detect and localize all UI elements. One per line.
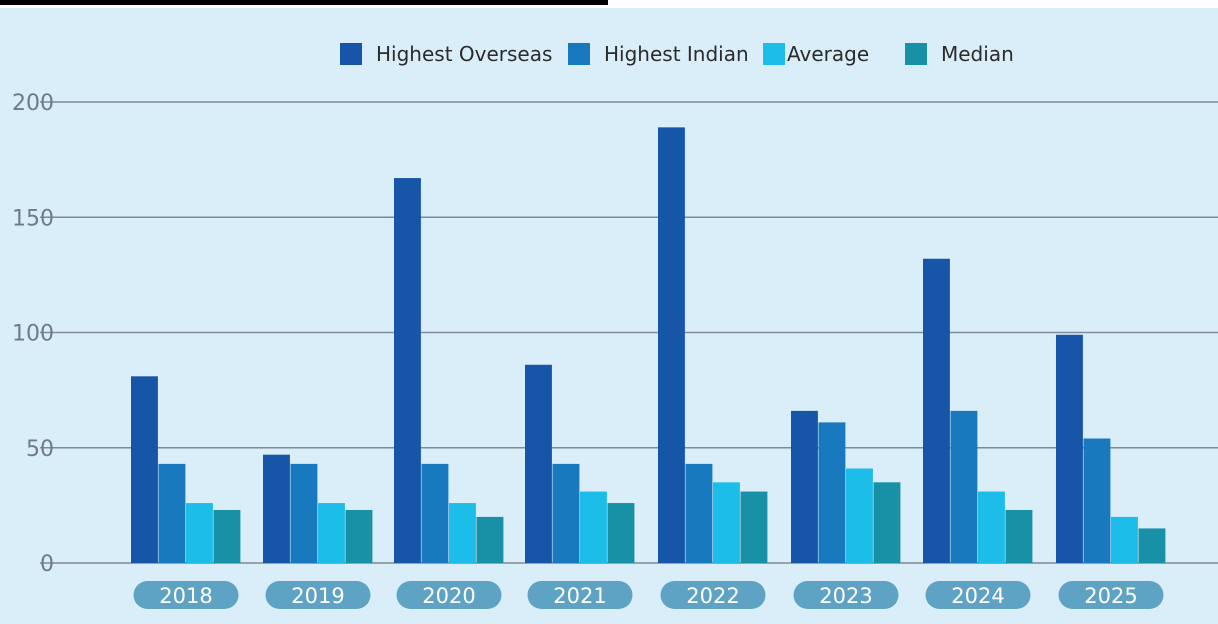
bar-highest-overseas-2021 [525,364,552,563]
bar-highest-overseas-2022 [658,127,685,563]
legend-swatch [763,43,785,65]
x-tick-label: 2020 [422,584,475,608]
bar-highest-indian-2021 [552,463,580,563]
legend-item-highest-overseas: Highest Overseas [340,42,552,66]
legend-label: Median [941,42,1014,66]
bar-highest-overseas-2020 [394,178,421,563]
legend-item-highest-indian: Highest Indian [568,42,749,66]
bar-median-2024 [1005,509,1033,563]
x-tick-label: 2021 [553,584,606,608]
year-pill [265,581,371,609]
x-tick-label: 2024 [951,584,1004,608]
y-tick-label: 100 [12,322,54,347]
bar-median-2025 [1138,528,1166,563]
x-tick-2024: 2024 [925,581,1031,609]
gridlines [40,101,1218,564]
bar-group-2020 [394,178,504,563]
bar-highest-indian-2020 [421,463,449,563]
legend-label: Average [787,42,869,66]
x-tick-label: 2022 [686,584,739,608]
y-tick-label: 50 [26,437,54,462]
x-tick-2023: 2023 [793,581,899,609]
bar-median-2020 [476,516,504,563]
year-pill [793,581,899,609]
bar-highest-indian-2022 [685,463,713,563]
legend-label: Highest Indian [604,42,749,66]
bar-average-2024 [978,491,1005,563]
year-pill [925,581,1031,609]
bar-group-2018 [131,376,241,563]
year-pill [133,581,239,609]
bar-highest-indian-2023 [818,422,846,563]
legend-item-average: Average [763,42,869,66]
x-tick-label: 2023 [819,584,872,608]
bar-average-2018 [186,503,213,563]
bar-highest-overseas-2025 [1056,334,1083,563]
legend-swatch [340,43,362,65]
x-tick-2025: 2025 [1058,581,1164,609]
bar-group-2022 [658,127,768,563]
year-pill [1058,581,1164,609]
bar-average-2020 [449,503,476,563]
x-tick-2018: 2018 [133,581,239,609]
year-pill [527,581,633,609]
x-tick-2019: 2019 [265,581,371,609]
legend: Highest Overseas Highest Indian Average Med… [340,42,1014,66]
bar-average-2019 [318,503,345,563]
bar-average-2022 [713,482,740,563]
bar-highest-indian-2024 [950,410,978,563]
year-pill [660,581,766,609]
bar-highest-overseas-2019 [263,454,290,563]
bar-median-2023 [873,482,901,563]
legend-swatch [568,43,590,65]
legend-item-median: Median [905,42,1014,66]
bar-highest-indian-2018 [158,463,186,563]
bar-median-2021 [607,503,635,563]
legend-swatch [905,43,927,65]
bar-average-2025 [1111,516,1138,563]
x-tick-2020: 2020 [396,581,502,609]
bar-highest-indian-2019 [290,463,318,563]
x-tick-2022: 2022 [660,581,766,609]
x-tick-label: 2018 [159,584,212,608]
bar-median-2022 [740,491,768,563]
bar-average-2023 [846,468,873,563]
bar-group-2021 [525,364,635,563]
bar-average-2021 [580,491,607,563]
y-axis-ticks: 0 50 100 150 200 [12,91,54,577]
x-tick-label: 2025 [1084,584,1137,608]
x-tick-label: 2019 [291,584,344,608]
bars [131,127,1166,563]
bar-highest-overseas-2024 [923,258,950,563]
bar-median-2018 [213,509,241,563]
top-rule [0,0,608,5]
bar-highest-overseas-2023 [791,410,818,563]
x-tick-2021: 2021 [527,581,633,609]
legend-label: Highest Overseas [376,42,552,66]
bar-group-2019 [263,454,373,563]
y-tick-label: 200 [12,91,54,116]
y-tick-label: 150 [12,206,54,231]
bar-group-2024 [923,258,1033,563]
bar-highest-overseas-2018 [131,376,158,563]
y-tick-label: 0 [40,552,54,577]
x-axis-labels: 2018 2019 2020 2021 2022 2023 2024 2025 [133,581,1164,609]
bar-group-2023 [791,410,901,563]
bar-group-2025 [1056,334,1166,563]
bar-median-2019 [345,509,373,563]
year-pill [396,581,502,609]
bar-highest-indian-2025 [1083,438,1111,563]
